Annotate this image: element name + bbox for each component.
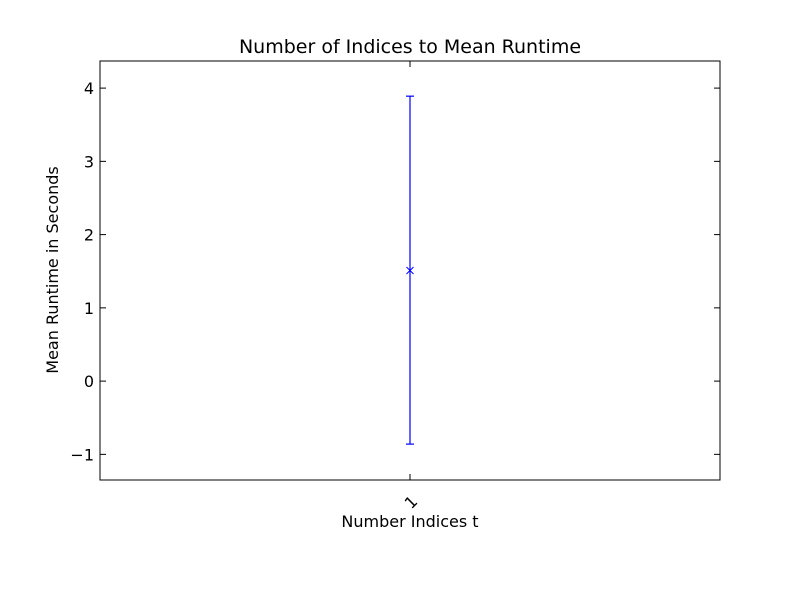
y-axis-label: Mean Runtime in Seconds bbox=[43, 166, 62, 373]
y-tick-label: 1 bbox=[84, 299, 94, 318]
y-tick-label: 0 bbox=[84, 372, 94, 391]
x-axis-label: Number Indices t bbox=[341, 512, 478, 531]
chart-title: Number of Indices to Mean Runtime bbox=[239, 36, 581, 58]
data-point-marker bbox=[406, 266, 414, 275]
y-tick-label: 3 bbox=[84, 152, 94, 171]
y-tick-label: 4 bbox=[84, 79, 94, 98]
y-tick-label: −1 bbox=[70, 445, 94, 464]
y-tick-label: 2 bbox=[84, 226, 94, 245]
